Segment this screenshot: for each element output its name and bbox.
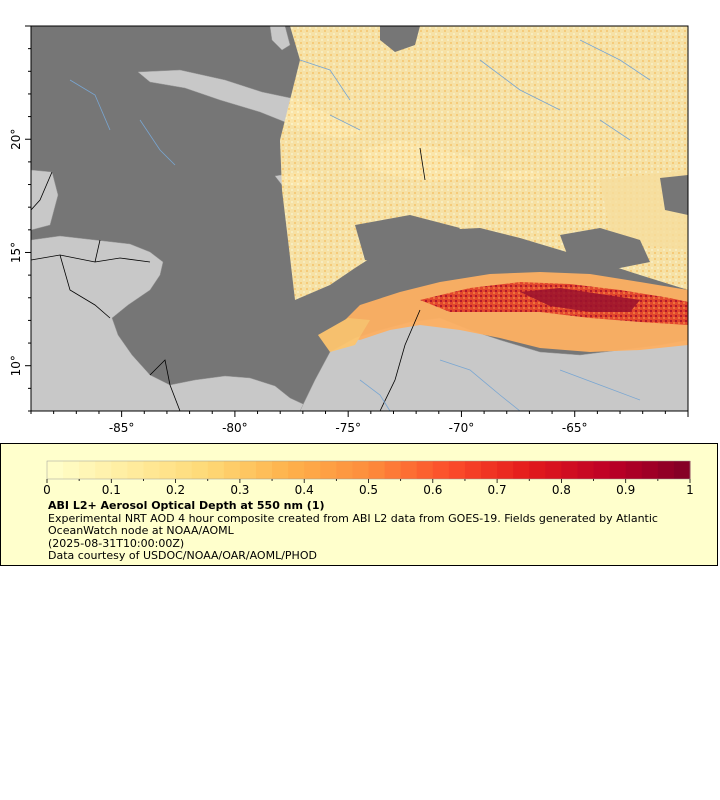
colorbar-step	[223, 461, 241, 479]
colorbar-tick-label: 0.4	[295, 483, 314, 497]
colorbar-step	[191, 461, 209, 479]
colorbar-step	[497, 461, 514, 479]
colorbar-step	[95, 461, 112, 479]
colorbar-step	[127, 461, 144, 479]
colorbar-step	[143, 461, 161, 479]
colorbar: 0 0.1 0.2 0.3 0.4 0.5 0.6 0.7 0.8 0.9 1	[43, 460, 694, 497]
colorbar-tick-label: 0	[43, 483, 51, 497]
colorbar-step	[481, 461, 498, 479]
rivers	[69, 39, 651, 411]
y-tick-label: 20°	[9, 129, 23, 150]
colorbar-step	[529, 461, 546, 479]
colorbar-tick-label: 0.6	[423, 483, 442, 497]
y-tick-label: 10°	[9, 355, 23, 376]
aod-map: -85° -80° -75° -70° -65° 10° 15° 20°	[9, 25, 689, 435]
colorbar-step	[159, 461, 177, 479]
colorbar-step	[255, 461, 273, 479]
colorbar-step	[384, 461, 402, 479]
colorbar-step	[79, 461, 96, 479]
x-tick-label: -65°	[562, 421, 588, 435]
colorbar-step	[207, 461, 225, 479]
colorbar-step	[657, 461, 675, 479]
colorbar-step	[111, 461, 128, 479]
legend-credit: Data courtesy of USDOC/NOAA/OAR/AOML/PHO…	[48, 549, 317, 562]
colorbar-step	[545, 461, 562, 479]
map-plot-area	[31, 26, 688, 411]
colorbar-step	[239, 461, 257, 479]
colorbar-step	[448, 461, 466, 479]
colorbar-steps	[47, 461, 691, 479]
legend-text-block: ABI L2+ Aerosol Optical Depth at 550 nm …	[48, 499, 708, 563]
colorbar-step	[400, 461, 418, 479]
colorbar-step	[464, 461, 482, 479]
colorbar-step	[47, 461, 64, 479]
colorbar-step	[577, 461, 595, 479]
axis-ticks: -85° -80° -75° -70° -65° 10° 15° 20°	[9, 25, 689, 435]
colorbar-step	[175, 461, 193, 479]
colorbar-step	[368, 461, 386, 479]
colorbar-tick-label: 0.1	[102, 483, 121, 497]
colorbar-step	[352, 461, 369, 479]
colorbar-step	[416, 461, 434, 479]
colorbar-step	[673, 461, 691, 479]
land-central-america	[31, 235, 311, 411]
land-florida	[269, 26, 291, 51]
colorbar-step	[288, 461, 305, 479]
colorbar-step	[609, 461, 627, 479]
colorbar-step	[304, 461, 321, 479]
colorbar-tick-label: 0.8	[552, 483, 571, 497]
land-yucatan	[31, 169, 59, 231]
colorbar-tick-label: 0.2	[166, 483, 185, 497]
colorbar-step	[641, 461, 659, 479]
colorbar-step	[336, 461, 353, 479]
colorbar-step	[272, 461, 289, 479]
aod-region-west-patch	[318, 318, 370, 352]
x-tick-label: -75°	[335, 421, 361, 435]
colorbar-step	[593, 461, 611, 479]
colorbar-step	[513, 461, 530, 479]
map-panel: -85° -80° -75° -70° -65° 10° 15° 20°	[9, 25, 689, 435]
colorbar-tick-label: 0.3	[230, 483, 249, 497]
legend-title: ABI L2+ Aerosol Optical Depth at 550 nm …	[48, 499, 325, 512]
colorbar-step	[63, 461, 80, 479]
country-borders	[31, 147, 426, 411]
colorbar-step	[432, 461, 450, 479]
colorbar-step	[625, 461, 643, 479]
aod-plume-core	[520, 288, 640, 312]
legend-description: Experimental NRT AOD 4 hour composite cr…	[48, 511, 658, 537]
x-tick-label: -70°	[449, 421, 475, 435]
legend-timestamp: (2025-08-31T10:00:00Z)	[48, 536, 185, 550]
x-tick-label: -85°	[109, 421, 135, 435]
y-tick-label: 15°	[9, 242, 23, 263]
colorbar-tick-label: 1	[686, 483, 694, 497]
colorbar-tick-label: 0.5	[359, 483, 378, 497]
nodata-gaps	[355, 26, 688, 270]
colorbar-tick-label: 0.9	[616, 483, 635, 497]
colorbar-tick-label: 0.7	[488, 483, 507, 497]
colorbar-step	[561, 461, 578, 479]
map-frame	[30, 25, 689, 412]
colorbar-step	[320, 461, 337, 479]
x-tick-label: -80°	[222, 421, 248, 435]
colorbar-ticks: 0 0.1 0.2 0.3 0.4 0.5 0.6 0.7 0.8 0.9 1	[43, 479, 694, 497]
legend-panel: 0 0.1 0.2 0.3 0.4 0.5 0.6 0.7 0.8 0.9 1 ABI L2+ Ae…	[0, 443, 718, 566]
